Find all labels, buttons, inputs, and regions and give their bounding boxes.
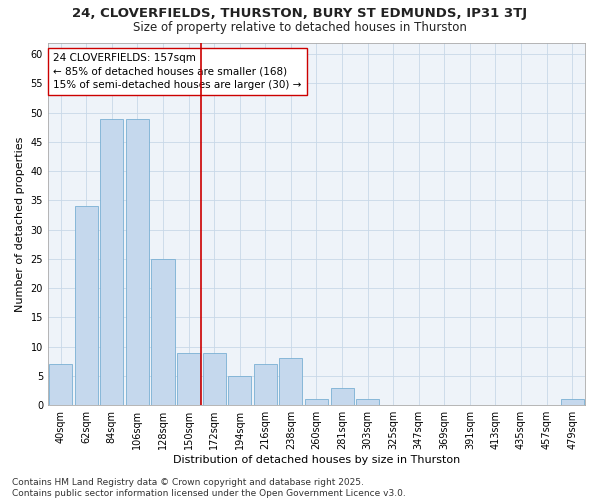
- Bar: [203, 352, 226, 405]
- Text: Contains HM Land Registry data © Crown copyright and database right 2025.
Contai: Contains HM Land Registry data © Crown c…: [12, 478, 406, 498]
- Text: 24 CLOVERFIELDS: 157sqm
← 85% of detached houses are smaller (168)
15% of semi-d: 24 CLOVERFIELDS: 157sqm ← 85% of detache…: [53, 54, 302, 90]
- Bar: [49, 364, 72, 405]
- Bar: [561, 400, 584, 405]
- Bar: [100, 118, 124, 405]
- Bar: [228, 376, 251, 405]
- Bar: [254, 364, 277, 405]
- Bar: [177, 352, 200, 405]
- Bar: [75, 206, 98, 405]
- Bar: [126, 118, 149, 405]
- Bar: [305, 400, 328, 405]
- Bar: [331, 388, 353, 405]
- Bar: [151, 259, 175, 405]
- Y-axis label: Number of detached properties: Number of detached properties: [15, 136, 25, 312]
- Bar: [356, 400, 379, 405]
- Bar: [280, 358, 302, 405]
- Text: Size of property relative to detached houses in Thurston: Size of property relative to detached ho…: [133, 21, 467, 34]
- X-axis label: Distribution of detached houses by size in Thurston: Distribution of detached houses by size …: [173, 455, 460, 465]
- Text: 24, CLOVERFIELDS, THURSTON, BURY ST EDMUNDS, IP31 3TJ: 24, CLOVERFIELDS, THURSTON, BURY ST EDMU…: [73, 8, 527, 20]
